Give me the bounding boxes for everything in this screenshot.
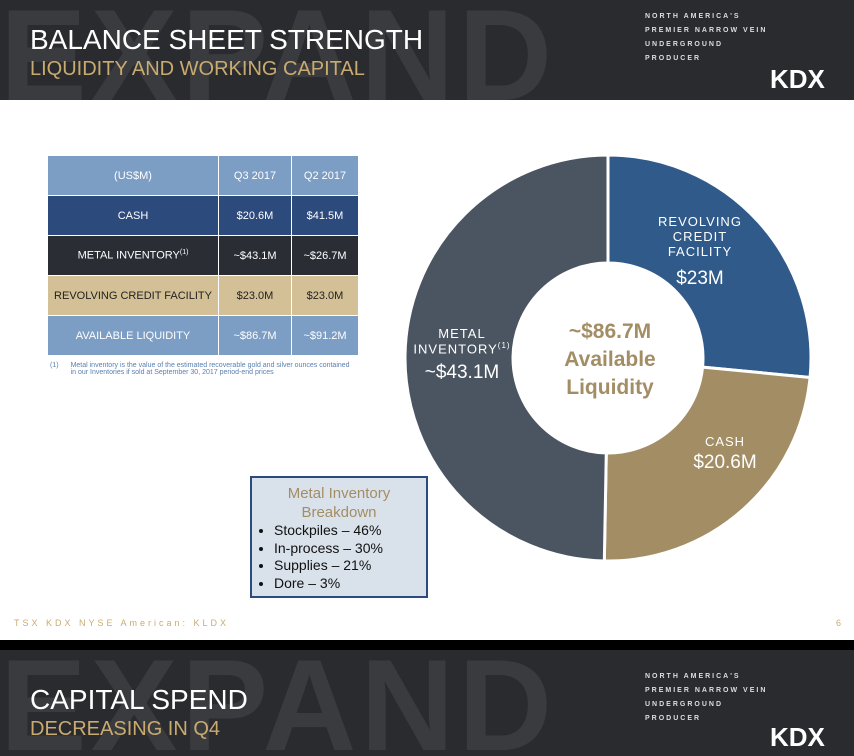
col-header: (US$M) bbox=[47, 155, 219, 196]
title: BALANCE SHEET STRENGTH bbox=[30, 24, 424, 55]
watermark: EXPAND bbox=[0, 650, 557, 756]
slice-value: ~$43.1M bbox=[424, 362, 500, 383]
slice-label: METAL INVENTORY(1) bbox=[412, 326, 512, 356]
divider bbox=[0, 640, 854, 650]
tagline-line: NORTH AMERICA'S bbox=[645, 673, 741, 680]
footnote: (1) Metal inventory is the value of the e… bbox=[50, 362, 350, 376]
cell: CASH bbox=[47, 195, 219, 236]
breakdown-title: Metal Inventory Breakdown bbox=[287, 485, 391, 521]
cell: AVAILABLE LIQUIDITY bbox=[47, 315, 219, 356]
tagline-line: UNDERGROUND bbox=[645, 41, 723, 48]
center-value: ~$86.7M bbox=[568, 320, 652, 343]
cell: ~$43.1M bbox=[218, 235, 292, 276]
tagline-line: PREMIER NARROW VEIN bbox=[645, 27, 768, 34]
slice-label: CASH bbox=[675, 434, 775, 449]
logo: KDX bbox=[770, 722, 825, 752]
center-label: ~$86.7M Available Liquidity bbox=[540, 318, 680, 402]
cell: REVOLVING CREDIT FACILITY bbox=[47, 275, 219, 316]
subtitle: LIQUIDITY AND WORKING CAPITAL bbox=[30, 58, 365, 80]
breakdown-item: Stockpiles – 46% bbox=[274, 522, 426, 540]
col-header: Q2 2017 bbox=[291, 155, 359, 196]
cell: ~$91.2M bbox=[291, 315, 359, 356]
cell-text: METAL INVENTORY bbox=[77, 249, 180, 262]
tagline-line: UNDERGROUND bbox=[645, 701, 723, 708]
breakdown-item: Supplies – 21% bbox=[274, 557, 426, 575]
slice-value: $20.6M bbox=[693, 452, 757, 473]
donut-slice bbox=[606, 153, 813, 380]
center-text: Available Liquidity bbox=[564, 348, 656, 399]
breakdown-list: Stockpiles – 46% In-process – 30% Suppli… bbox=[252, 522, 426, 592]
slice-value: $23M bbox=[676, 268, 724, 289]
footnote-text: Metal inventory is the value of the esti… bbox=[70, 362, 350, 376]
cell: METAL INVENTORY(1) bbox=[47, 235, 219, 276]
page-number: 6 bbox=[836, 618, 842, 628]
footnote-marker: (1) bbox=[50, 362, 59, 369]
breakdown-item: Dore – 3% bbox=[274, 575, 426, 593]
note-marker: (1) bbox=[179, 249, 189, 257]
cell: $23.0M bbox=[218, 275, 292, 316]
footer-text: TSX KDX NYSE American: KLDX bbox=[14, 618, 230, 628]
liquidity-table: (US$M) Q3 2017 Q2 2017 CASH $20.6M $41.5M ME… bbox=[47, 155, 359, 356]
note-marker: (1) bbox=[497, 341, 511, 350]
cell: $23.0M bbox=[291, 275, 359, 316]
donut-slice bbox=[403, 153, 610, 563]
header: EXPAND BALANCE SHEET STRENGTH LIQUIDITY … bbox=[0, 0, 854, 100]
breakdown-item: In-process – 30% bbox=[274, 540, 426, 558]
title: CAPITAL SPEND bbox=[30, 684, 248, 715]
slice-name: CASH bbox=[704, 434, 746, 449]
subtitle: DECREASING IN Q4 bbox=[30, 718, 221, 740]
next-header: EXPAND CAPITAL SPEND DECREASING IN Q4 NO… bbox=[0, 650, 854, 756]
slice-name: METAL INVENTORY bbox=[413, 326, 498, 357]
tagline-line: NORTH AMERICA'S bbox=[645, 13, 741, 20]
watermark: EXPAND bbox=[0, 0, 557, 100]
slice-label: REVOLVING CREDIT FACILITY bbox=[650, 214, 750, 259]
cell: $41.5M bbox=[291, 195, 359, 236]
logo: KDX bbox=[770, 64, 825, 94]
tagline: NORTH AMERICA'S PREMIER NARROW VEIN UNDE… bbox=[645, 670, 767, 726]
cell: ~$86.7M bbox=[218, 315, 292, 356]
tagline-line: PRODUCER bbox=[645, 715, 702, 722]
donut-chart bbox=[403, 153, 813, 563]
tagline-line: PRODUCER bbox=[645, 55, 702, 62]
tagline: NORTH AMERICA'S PREMIER NARROW VEIN UNDE… bbox=[645, 10, 767, 66]
donut-slice bbox=[602, 365, 812, 563]
slice-name: REVOLVING CREDIT FACILITY bbox=[658, 214, 742, 259]
breakdown-box: Metal Inventory Breakdown Stockpiles – 4… bbox=[250, 476, 428, 598]
tagline-line: PREMIER NARROW VEIN bbox=[645, 687, 768, 694]
cell: ~$26.7M bbox=[291, 235, 359, 276]
